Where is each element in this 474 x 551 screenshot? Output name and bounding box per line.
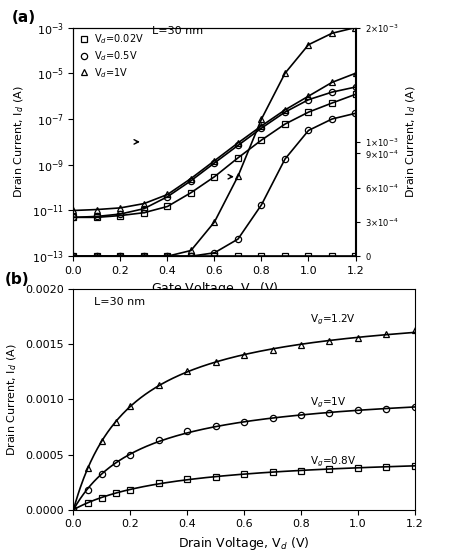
X-axis label: Gate Voltage, V$_g$ (V): Gate Voltage, V$_g$ (V) xyxy=(151,282,278,300)
Text: V$_g$=1.2V: V$_g$=1.2V xyxy=(310,313,355,327)
Y-axis label: Drain Current, I$_d$ (A): Drain Current, I$_d$ (A) xyxy=(6,343,19,456)
Legend: V$_d$=0.02V, V$_d$=0.5V, V$_d$=1V: V$_d$=0.02V, V$_d$=0.5V, V$_d$=1V xyxy=(78,33,144,80)
X-axis label: Drain Voltage, V$_d$ (V): Drain Voltage, V$_d$ (V) xyxy=(178,535,310,551)
Y-axis label: Drain Current, I$_d$ (A): Drain Current, I$_d$ (A) xyxy=(404,85,418,198)
Text: (b): (b) xyxy=(5,272,30,287)
Text: (a): (a) xyxy=(11,10,36,25)
Text: L=30 nm: L=30 nm xyxy=(153,26,203,36)
Y-axis label: Drain Current, I$_d$ (A): Drain Current, I$_d$ (A) xyxy=(13,85,26,198)
Text: V$_g$=1V: V$_g$=1V xyxy=(310,396,346,410)
Text: L=30 nm: L=30 nm xyxy=(94,296,145,307)
Text: V$_g$=0.8V: V$_g$=0.8V xyxy=(310,455,356,469)
